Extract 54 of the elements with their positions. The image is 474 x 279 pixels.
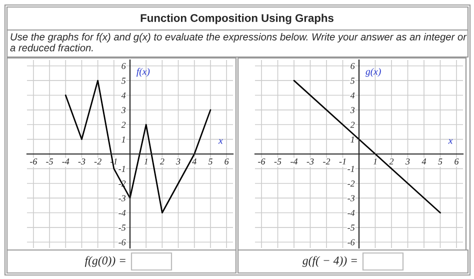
x-tick-label: -3 [78,158,86,165]
y-tick-label: -1 [348,166,354,172]
x-tick-label: -2 [323,158,330,164]
y-tick-label: 3 [121,107,126,114]
y-tick-label: -4 [348,210,355,216]
y-tick-label: 6 [350,63,355,70]
x-tick-label: 3 [176,158,180,165]
x-tick-label: -3 [306,158,314,165]
y-tick-label: 5 [350,78,355,84]
y-tick-label: 6 [122,63,126,70]
x-tick-label: -4 [62,158,70,164]
text: g(f( − 4)) = [302,256,357,267]
y-tick-label: -2 [348,180,355,187]
y-tick-label: 2 [350,122,355,128]
y-tick-label: -6 [118,239,126,246]
x-axis-title: x [448,139,453,144]
y-tick-label: -6 [348,239,355,246]
x-axis-title: x [218,139,223,144]
y-tick-label: 5 [121,78,126,84]
x-tick-label: -1 [339,158,346,164]
y-tick-label: -5 [118,224,126,231]
y-tick-label: -1 [118,166,125,172]
y-tick-label: -4 [118,210,126,216]
x-tick-label: 3 [405,158,410,165]
x-tick-label: 2 [389,158,394,164]
x-tick-label: -5 [274,158,282,165]
y-tick-label: 1 [350,136,354,142]
x-tick-label: 5 [208,158,212,165]
x-tick-label: -6 [258,158,266,165]
y-tick-label: 3 [350,107,355,114]
x-tick-label: -2 [94,158,102,164]
x-tick-label: -4 [290,158,298,164]
x-tick-label: -6 [30,158,38,165]
y-tick-label: -3 [118,195,126,202]
x-tick-label: 4 [422,158,426,164]
y-tick-label: 1 [122,136,125,142]
x-tick-label: 1 [373,158,377,164]
y-tick-label: -5 [348,224,355,231]
x-tick-label: 6 [224,158,229,165]
y-tick-label: 2 [121,122,126,128]
x-tick-label: 4 [192,158,196,164]
y-tick-label: -3 [348,195,355,202]
chart-title: Function Composition Using Graphs [140,14,334,24]
y-axis-title: f(x) [136,68,150,77]
y-tick-label: 4 [121,92,126,98]
text: f(g(0)) = [84,256,126,267]
chart-subtitle: Use the graphs for f(x) and g(x) to evaluate the expressions below. Write your answer as an integer or a reduced fraction. [10,33,467,52]
x-tick-label: 2 [160,158,164,164]
y-tick-label: 4 [350,92,355,98]
y-axis-title: g(x) [366,68,381,77]
x-tick-label: 5 [438,158,442,165]
x-tick-label: -5 [46,158,54,165]
x-tick-label: 6 [454,158,459,165]
x-tick-label: 1 [144,158,148,164]
